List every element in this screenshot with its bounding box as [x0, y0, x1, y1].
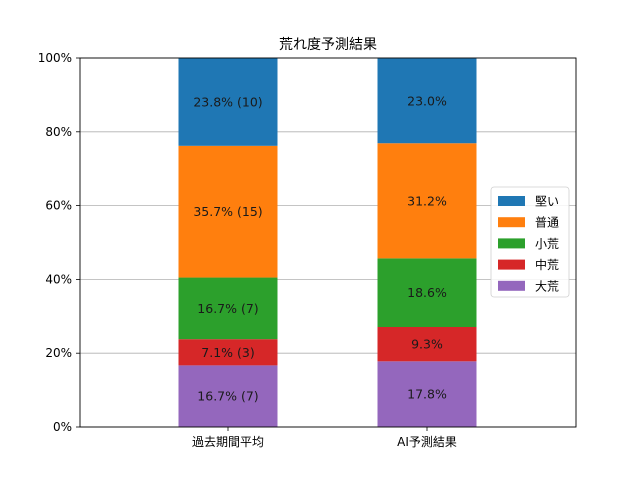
bar-segment — [377, 327, 477, 362]
y-tick-label: 100% — [38, 51, 72, 65]
bar-value-label: 16.7% (7) — [197, 389, 258, 404]
bar-value-label: 31.2% — [407, 193, 447, 208]
bars: 16.7% (7) 7.1% (3) 16.7% (7) 35.7% (15) 23.8… — [178, 58, 477, 427]
legend-label: 普通 — [535, 216, 559, 230]
bar-value-label: 23.0% — [407, 93, 447, 108]
legend-swatch — [498, 217, 525, 228]
bar-segment — [178, 277, 278, 340]
axes: 0% 20% 40% 60% 80% 100% 過去期間平均 AI予測結果 — [38, 51, 577, 449]
y-tick-label: 60% — [45, 199, 72, 213]
bar-value-label: 18.6% — [407, 285, 447, 300]
bar-value-label: 7.1% (3) — [201, 345, 254, 360]
legend-label: 小荒 — [535, 237, 559, 251]
bar-value-label: 9.3% — [411, 337, 443, 352]
bar-segment — [377, 143, 477, 259]
x-tick-label: 過去期間平均 — [192, 435, 264, 449]
y-tick-label: 0% — [53, 420, 72, 434]
bar-segment — [178, 339, 278, 366]
legend-label: 大荒 — [535, 279, 559, 293]
y-tick-label: 80% — [45, 125, 72, 139]
legend-swatch — [498, 280, 525, 291]
bar-segment — [377, 258, 477, 328]
bar-value-label: 23.8% (10) — [193, 94, 262, 109]
legend-label: 中荒 — [535, 257, 559, 272]
bar-segment — [377, 58, 477, 144]
legend-swatch — [498, 259, 525, 270]
legend-swatch — [498, 196, 525, 206]
bar-segment — [377, 361, 477, 427]
y-tick-label: 40% — [45, 272, 72, 286]
bar-value-label: 35.7% (15) — [193, 204, 262, 219]
legend-swatch — [498, 238, 525, 249]
bar-value-label: 16.7% (7) — [197, 301, 258, 316]
legend-label: 堅い — [535, 195, 559, 209]
bar-segment — [178, 365, 278, 427]
chart-title: 荒れ度予測結果 — [279, 37, 377, 53]
y-tick-label: 20% — [45, 346, 72, 360]
bar-value-label: 17.8% — [407, 387, 447, 402]
bar-segment — [178, 145, 278, 278]
plot-frame — [79, 57, 577, 428]
x-tick-label: AI予測結果 — [397, 435, 457, 449]
bar-segment — [178, 58, 278, 146]
